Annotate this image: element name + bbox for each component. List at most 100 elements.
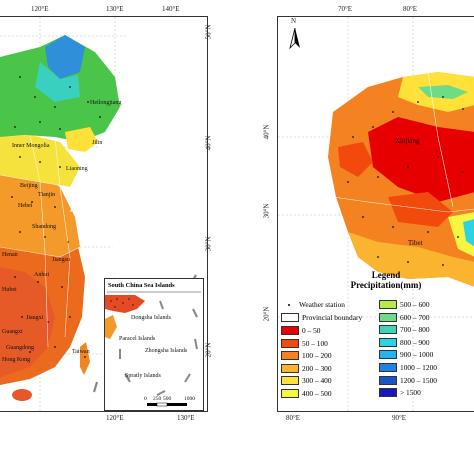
legend-color-swatch xyxy=(379,337,397,347)
legend-class-label: > 1500 xyxy=(400,388,421,398)
far-north-region xyxy=(45,35,85,79)
scale-label: 250 xyxy=(153,396,162,402)
precipitation-legend: Legend Precipitation(mm) Weather station… xyxy=(277,268,474,410)
legend-class-label: 300 – 400 xyxy=(302,376,332,386)
legend-class-label: 400 – 500 xyxy=(302,389,332,398)
province-label: Jiangsu xyxy=(52,257,70,263)
left-tick: 40°N xyxy=(262,124,271,140)
legend-title-line2: Precipitation(mm) xyxy=(350,280,422,290)
tibet-region xyxy=(348,232,474,287)
island-label: Paracel Islands xyxy=(119,336,156,342)
legend-class-item: 800 – 900 xyxy=(379,337,430,347)
legend-class-item: 900 – 1000 xyxy=(379,350,434,360)
legend-station-label: Weather station xyxy=(299,300,345,309)
legend-class-label: 1000 – 1200 xyxy=(400,363,437,372)
legend-class-label: 200 – 300 xyxy=(302,363,332,373)
province-label: Liaoning xyxy=(66,166,88,172)
legend-class-item: 1200 – 1500 xyxy=(379,375,437,385)
legend-color-swatch xyxy=(379,325,397,335)
legend-color-swatch xyxy=(281,363,299,373)
top-tick: 130°E xyxy=(106,5,124,13)
legend-title: Legend Precipitation(mm) xyxy=(331,270,441,290)
right-tick: 20°N xyxy=(204,342,213,358)
legend-class-label: 100 – 200 xyxy=(302,351,332,361)
province-label: Hong Kong xyxy=(2,357,31,363)
legend-boundary-label: Provincial boundary xyxy=(302,313,363,322)
legend-class-label: 500 – 600 xyxy=(400,300,430,309)
southwest-region xyxy=(0,267,55,377)
province-label: Beijing xyxy=(20,183,38,189)
legend-class-item: 400 – 500 xyxy=(281,389,332,398)
bottom-tick: 90°E xyxy=(392,414,407,422)
scale-label: 500 xyxy=(163,396,172,402)
legend-class-label: 800 – 900 xyxy=(400,337,430,347)
northwest-china-precipitation-map: Xinjiang Tibet xyxy=(277,16,474,412)
legend-class-item: 600 – 700 xyxy=(379,312,430,322)
boundary-swatch-icon xyxy=(281,313,299,322)
top-tick: 80°E xyxy=(403,5,418,13)
province-label: Shandong xyxy=(32,224,56,230)
legend-boundary: Provincial boundary xyxy=(281,313,362,322)
legend-color-swatch xyxy=(379,350,397,360)
legend-class-label: 900 – 1000 xyxy=(400,350,434,360)
top-tick: 70°E xyxy=(338,5,353,13)
legend-class-item: 500 – 600 xyxy=(379,300,430,309)
bottom-tick: 130°E xyxy=(177,414,195,422)
central-region xyxy=(0,167,80,257)
province-label: Inner Mongolia xyxy=(12,143,50,149)
legend-color-swatch xyxy=(281,376,299,386)
province-label: Henan xyxy=(2,252,18,258)
top-tick: 120°E xyxy=(31,5,49,13)
south-china-sea-inset: South China Sea Islands Dongsha Islands … xyxy=(104,278,204,411)
legend-color-swatch xyxy=(281,351,299,361)
legend-class-item: 700 – 800 xyxy=(379,325,430,335)
legend-class-item: 300 – 400 xyxy=(281,376,332,386)
legend-color-swatch xyxy=(379,375,397,385)
island-label: Spratly Islands xyxy=(125,373,161,379)
legend-color-swatch xyxy=(281,326,299,335)
weather-stations-right xyxy=(347,96,464,266)
legend-color-swatch xyxy=(379,300,397,309)
province-label: Jilin xyxy=(92,140,103,146)
north-plain-region xyxy=(0,135,80,187)
legend-color-swatch xyxy=(379,312,397,322)
province-label: Anhui xyxy=(34,272,49,278)
bottom-tick: 80°E xyxy=(286,414,301,422)
northwest-china-map-graphic xyxy=(278,17,474,411)
inset-title: South China Sea Islands xyxy=(108,282,175,289)
legend-color-swatch xyxy=(379,388,397,398)
legend-class-item: > 1500 xyxy=(379,388,421,398)
legend-class-item: 200 – 300 xyxy=(281,363,332,373)
legend-color-swatch xyxy=(379,363,397,372)
right-tick: 40°N xyxy=(204,135,213,151)
province-label: Hebei xyxy=(18,203,33,209)
island-label: Zhongsha Islands xyxy=(145,348,188,354)
legend-class-item: 0 – 50 xyxy=(281,326,320,335)
province-label: Guangxi xyxy=(2,329,23,335)
legend-class-label: 50 – 100 xyxy=(302,338,328,348)
legend-station: Weather station xyxy=(281,300,345,309)
right-tick: 30°N xyxy=(204,236,213,252)
island-label: Dongsha Islands xyxy=(131,315,171,321)
inset-map-graphic xyxy=(105,291,201,407)
province-label: Jiangxi xyxy=(26,315,44,321)
north-arrow-shape xyxy=(289,28,300,50)
legend-title-line1: Legend xyxy=(371,270,401,280)
legend-color-swatch xyxy=(281,338,299,348)
scale-label: 1000 xyxy=(184,396,195,402)
region-label: Xinjiang xyxy=(395,137,420,145)
right-tick: 50°N xyxy=(204,24,213,40)
province-label: Hubei xyxy=(2,287,17,293)
province-label: Tianjin xyxy=(38,192,56,198)
station-dot-icon xyxy=(288,303,290,306)
legend-class-label: 700 – 800 xyxy=(400,325,430,335)
legend-class-label: 600 – 700 xyxy=(400,312,430,322)
north-arrow-icon: N xyxy=(288,17,302,50)
region-label: Tibet xyxy=(408,239,423,247)
left-tick: 20°N xyxy=(262,306,271,322)
province-label: Taiwan xyxy=(72,349,90,355)
top-tick: 140°E xyxy=(162,5,180,13)
legend-class-item: 100 – 200 xyxy=(281,351,332,361)
weather-stations-left xyxy=(11,76,101,358)
bottom-tick: 120°E xyxy=(106,414,124,422)
